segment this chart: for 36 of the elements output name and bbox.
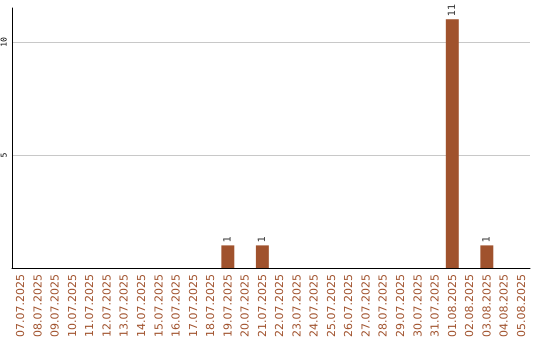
x-tick-label: 13.07.2025: [118, 274, 131, 338]
data-label: 1: [481, 236, 492, 242]
data-label: 1: [222, 236, 234, 242]
x-tick-label: 25.07.2025: [324, 274, 338, 338]
x-tick-label: 08.07.2025: [31, 274, 44, 338]
x-tick-label: 10.07.2025: [66, 274, 79, 338]
x-tick-label: 24.07.2025: [308, 274, 321, 338]
x-tick-label: 18.07.2025: [204, 274, 218, 338]
x-tick-label: 30.07.2025: [411, 274, 424, 338]
x-tick-label: 29.07.2025: [394, 274, 407, 338]
x-tick-label: 11.07.2025: [83, 274, 96, 338]
x-tick-label: 23.07.2025: [290, 274, 304, 338]
x-tick-label: 15.07.2025: [152, 274, 166, 338]
data-label: 11: [446, 4, 458, 16]
x-tick-label: 31.07.2025: [428, 274, 442, 338]
x-tick-label: 09.07.2025: [48, 274, 62, 338]
x-tick-label: 07.07.2025: [14, 274, 28, 338]
x-tick-label: 28.07.2025: [376, 274, 390, 338]
data-label: 1: [256, 236, 268, 242]
x-tick-label: 02.08.2025: [463, 274, 476, 338]
x-tick-label: 12.07.2025: [100, 274, 114, 338]
x-tick-label: 21.07.2025: [256, 274, 269, 338]
x-tick-label: 26.07.2025: [342, 274, 356, 338]
x-tick-label: 01.08.2025: [446, 274, 459, 338]
x-tick-label: 04.08.2025: [498, 274, 511, 338]
y-tick-label: 10: [0, 36, 8, 47]
x-tick-label: 22.07.2025: [273, 274, 286, 338]
x-tick-label: 17.07.2025: [186, 274, 200, 338]
x-tick-label: 20.07.2025: [238, 274, 252, 338]
x-tick-label: 16.07.2025: [170, 274, 183, 338]
x-tick-label: 19.07.2025: [221, 274, 234, 338]
x-tick-label: 14.07.2025: [135, 274, 148, 338]
y-tick-label: 5: [0, 152, 8, 158]
x-tick-label: 03.08.2025: [480, 274, 494, 338]
x-tick-label: 05.08.2025: [514, 274, 528, 338]
x-tick-label: 27.07.2025: [359, 274, 372, 338]
